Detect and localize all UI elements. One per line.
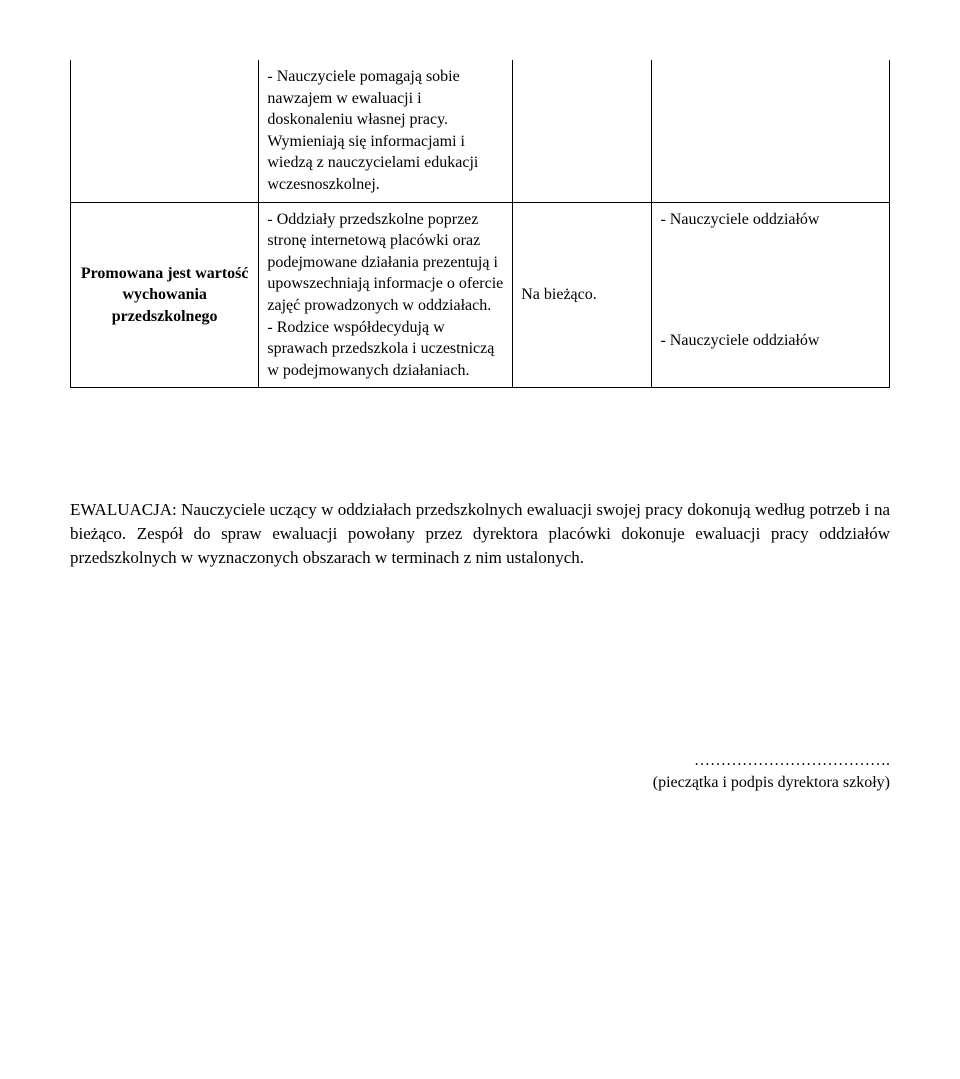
paragraph: - Oddziały przedszkolne poprzez stronę i… (267, 211, 503, 314)
main-table: - Nauczyciele pomagają sobie nawzajem w … (70, 60, 890, 388)
evaluation-text: Nauczyciele uczący w oddziałach przedszk… (70, 500, 890, 567)
paragraph: - Nauczyciele oddziałów (660, 209, 881, 231)
cell-text: - Nauczyciele pomagają sobie nawzajem w … (259, 60, 513, 202)
signature-block: ………………………………. (pieczątka i podpis dyrekt… (70, 750, 890, 795)
table-row: - Nauczyciele pomagają sobie nawzajem w … (71, 60, 890, 202)
cell-heading: Promowana jest wartość wychowania przeds… (71, 202, 259, 388)
paragraph: Na bieżąco. (521, 286, 597, 303)
evaluation-label: EWALUACJA: (70, 500, 177, 519)
table-row: Promowana jest wartość wychowania przeds… (71, 202, 890, 388)
row-heading: Promowana jest wartość wychowania przeds… (81, 265, 249, 325)
paragraph: - Rodzice współdecydują w sprawach przed… (267, 319, 494, 379)
evaluation-paragraph: EWALUACJA: Nauczyciele uczący w oddziała… (70, 498, 890, 569)
paragraph: - Nauczyciele pomagają sobie nawzajem w … (267, 68, 478, 193)
cell-text: - Nauczyciele oddziałów - Nauczyciele od… (652, 202, 890, 388)
signature-caption: (pieczątka i podpis dyrektora szkoły) (70, 772, 890, 794)
cell-empty (71, 60, 259, 202)
cell-text: Na bieżąco. (513, 202, 652, 388)
signature-dots: ………………………………. (70, 750, 890, 772)
cell-empty (652, 60, 890, 202)
cell-empty (513, 60, 652, 202)
cell-text: - Oddziały przedszkolne poprzez stronę i… (259, 202, 513, 388)
paragraph: - Nauczyciele oddziałów (660, 330, 881, 352)
